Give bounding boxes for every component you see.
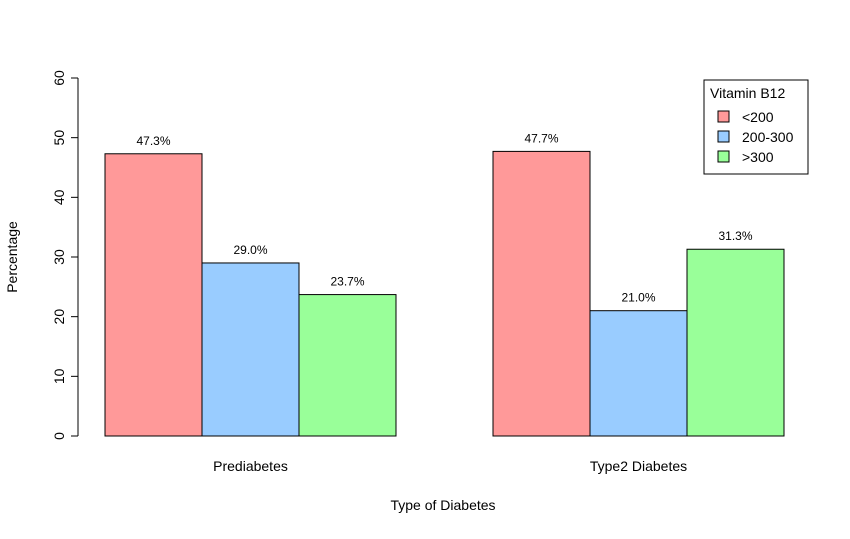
legend-label: 200-300 bbox=[742, 129, 794, 145]
y-axis-title: Percentage bbox=[4, 221, 20, 293]
y-axis: 0 10 20 30 40 50 60 bbox=[51, 70, 79, 440]
legend-title: Vitamin B12 bbox=[710, 85, 785, 101]
legend-label: >300 bbox=[742, 149, 774, 165]
bar-1-3 bbox=[298, 294, 397, 437]
data-labels-group: 47.3% 29.0% 23.7% 47.7% 21.0% 31.3% bbox=[136, 131, 752, 304]
bar-2-3 bbox=[686, 248, 785, 437]
y-tick-label: 20 bbox=[51, 309, 67, 325]
y-tick-label: 60 bbox=[51, 70, 67, 86]
category-label: Type2 Diabetes bbox=[590, 458, 687, 474]
data-label: 31.3% bbox=[718, 229, 752, 243]
legend-swatch bbox=[717, 110, 730, 123]
data-label: 47.3% bbox=[136, 134, 170, 148]
bar-1-2 bbox=[201, 262, 300, 437]
legend-swatch bbox=[717, 130, 730, 143]
data-label: 47.7% bbox=[524, 131, 558, 145]
y-tick-label: 10 bbox=[51, 368, 67, 384]
y-tick-label: 0 bbox=[51, 432, 67, 440]
legend: Vitamin B12 <200 200-300 >300 bbox=[703, 79, 809, 175]
legend-items: <200 200-300 >300 bbox=[717, 109, 794, 165]
bar-2-1 bbox=[492, 150, 591, 437]
x-axis-title: Type of Diabetes bbox=[390, 497, 495, 513]
bar-2-2 bbox=[589, 310, 688, 437]
category-label: Prediabetes bbox=[213, 458, 288, 474]
data-label: 21.0% bbox=[621, 291, 655, 305]
bar-1-1 bbox=[104, 153, 203, 437]
y-tick-label: 30 bbox=[51, 249, 67, 265]
category-labels-group: Prediabetes Type2 Diabetes bbox=[213, 458, 687, 474]
data-label: 23.7% bbox=[330, 275, 364, 289]
bars-group bbox=[104, 150, 785, 437]
y-tick-label: 40 bbox=[51, 189, 67, 205]
legend-swatch bbox=[717, 150, 730, 163]
legend-label: <200 bbox=[742, 109, 774, 125]
y-tick-label: 50 bbox=[51, 130, 67, 146]
data-label: 29.0% bbox=[233, 243, 267, 257]
